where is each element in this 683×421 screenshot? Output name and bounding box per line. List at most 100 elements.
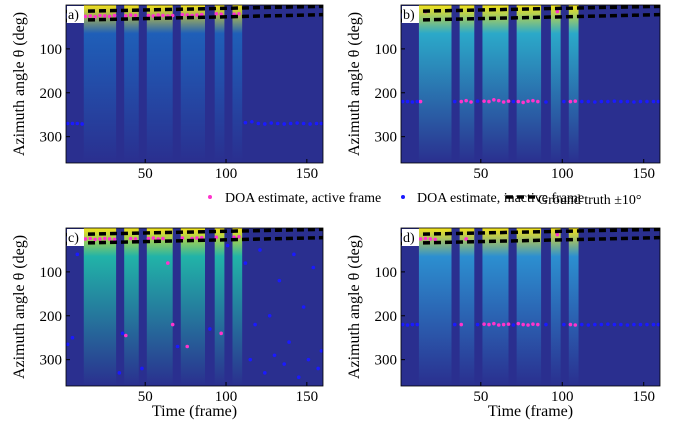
doa-point [469, 100, 473, 104]
active-band [550, 228, 561, 386]
plot-area [66, 228, 323, 386]
doa-point [516, 321, 521, 326]
doa-point [511, 323, 516, 327]
ground-truth-line [66, 12, 323, 23]
y-tick-label: 300 [375, 353, 398, 369]
doa-point [544, 100, 548, 104]
doa-point [219, 331, 223, 336]
doa-point [526, 99, 530, 103]
x-tick-label: 100 [551, 389, 574, 405]
doa-point [267, 313, 272, 318]
doa-point [619, 322, 623, 327]
doa-point [275, 121, 280, 126]
panel-label-box [67, 229, 84, 246]
active-band [124, 228, 139, 386]
doa-point [214, 235, 219, 240]
doa-point [88, 14, 93, 18]
x-tick-label: 50 [473, 166, 488, 182]
x-tick-label: 150 [296, 389, 319, 405]
doa-point [580, 99, 584, 104]
y-axis-label: Azimuth angle θ (deg) [11, 12, 28, 156]
panel-label: b) [403, 8, 415, 23]
doa-point [428, 237, 433, 241]
doa-point [292, 252, 296, 257]
y-axis-label: Azimuth angle θ (deg) [11, 235, 28, 379]
doa-point [516, 99, 521, 104]
doa-point [243, 261, 248, 265]
doa-point [199, 12, 204, 17]
y-tick-label: 100 [40, 42, 63, 58]
doa-point [501, 322, 506, 327]
doa-point [250, 119, 254, 124]
doa-point [511, 99, 516, 104]
doa-point [93, 237, 97, 242]
doa-point [401, 322, 405, 327]
doa-point [120, 331, 125, 336]
legend-marker [401, 195, 405, 199]
doa-point [638, 99, 643, 104]
ground-truth-line [401, 5, 660, 14]
doa-point [418, 237, 423, 241]
doa-point [272, 353, 277, 358]
doa-point [282, 362, 287, 366]
doa-point [459, 322, 464, 327]
doa-point [568, 99, 573, 104]
active-band [550, 5, 561, 163]
doa-point [506, 99, 511, 103]
doa-point [75, 121, 80, 126]
doa-point [568, 322, 573, 327]
doa-point [314, 121, 319, 126]
doa-point [562, 99, 566, 104]
doa-point [562, 322, 566, 327]
active-band [568, 228, 579, 386]
active-band [83, 5, 117, 163]
doa-point [555, 232, 560, 237]
doa-point [112, 237, 117, 242]
doa-point [80, 122, 84, 126]
doa-point [506, 322, 511, 326]
doa-point [632, 100, 636, 104]
active-band [482, 5, 509, 163]
legend-label: Ground truth ±10° [538, 193, 642, 208]
doa-point [452, 99, 457, 104]
doa-point [651, 99, 656, 104]
doa-point [243, 120, 248, 125]
doa-point [98, 237, 102, 241]
active-band [418, 5, 452, 163]
doa-point [501, 100, 506, 104]
legend-marker [208, 195, 212, 199]
doa-point [482, 99, 486, 103]
legend-label: DOA estimate, inactive frame [417, 191, 584, 206]
plot-area [401, 5, 660, 163]
doa-point [612, 99, 617, 103]
doa-point [496, 323, 501, 327]
doa-point [531, 322, 535, 326]
doa-point [277, 278, 282, 283]
active-band [459, 228, 475, 386]
doa-point [258, 248, 262, 252]
doa-point [146, 236, 151, 241]
ground-truth-line [66, 235, 323, 246]
doa-point [645, 99, 649, 104]
doa-point [319, 121, 323, 126]
doa-point [638, 322, 643, 327]
doa-point [133, 237, 138, 241]
doa-point [124, 333, 128, 338]
doa-point [555, 9, 560, 14]
ground-truth-line [401, 235, 660, 246]
doa-point [88, 236, 93, 241]
doa-point [282, 122, 287, 126]
doa-point [487, 99, 491, 104]
doa-point [482, 322, 486, 326]
doa-point [521, 322, 525, 327]
panel-label-box [402, 6, 419, 23]
doa-point [544, 322, 548, 327]
doa-point [98, 13, 102, 18]
active-band [516, 5, 542, 163]
panel-label: c) [68, 231, 79, 246]
doa-point [301, 121, 306, 126]
x-tick-label: 50 [138, 389, 153, 405]
doa-point [180, 12, 185, 17]
doa-point [140, 366, 144, 371]
